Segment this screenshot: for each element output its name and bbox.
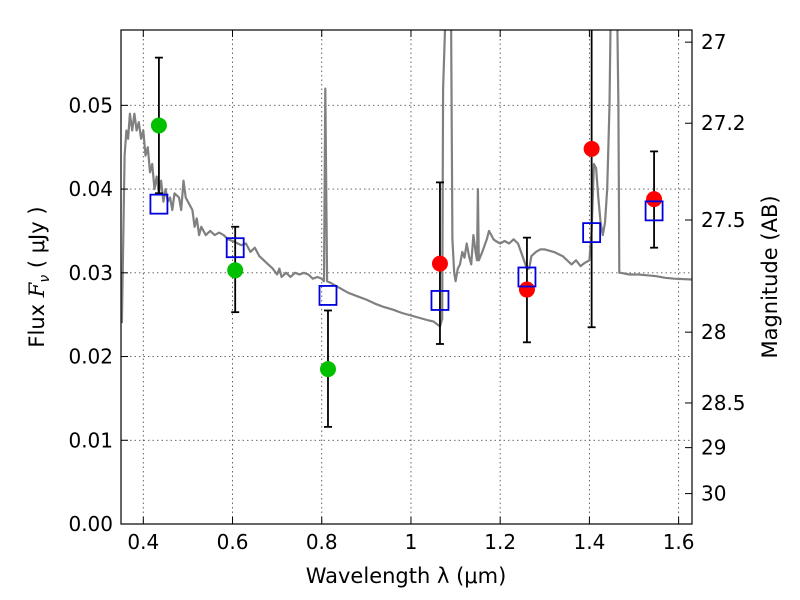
y2-tick-label: 29 <box>701 436 726 460</box>
y2-tick-label: 27.2 <box>701 111 746 135</box>
y-axis-label-prefix: Flux <box>25 297 49 347</box>
y2-tick-label: 30 <box>701 482 726 506</box>
grid-lines <box>121 30 692 524</box>
axis-labels: 0.4 0.6 0.8 1 1.2 1.4 1.6 0.00 0.01 0.02 0.03 0.04 0… <box>68 30 745 554</box>
error-bars <box>154 30 659 428</box>
data-point-circle <box>227 262 244 279</box>
data-point-square <box>430 290 450 311</box>
data-point-square <box>644 200 664 222</box>
y-axis-label-var: F <box>25 281 49 298</box>
data-markers <box>149 117 664 378</box>
x-tick-label: 1 <box>405 530 418 554</box>
y-tick-label: 0.00 <box>68 512 113 536</box>
data-point-square <box>318 285 338 306</box>
x-tick-label: 1.2 <box>484 530 516 554</box>
x-tick-label: 1.6 <box>663 530 695 554</box>
data-point-circle <box>319 361 336 378</box>
data-point-circle <box>150 117 167 134</box>
y-tick-label: 0.04 <box>68 177 113 201</box>
spectrum-line <box>121 30 692 328</box>
y2-tick-label: 28 <box>701 320 726 344</box>
y2-tick-label: 28.5 <box>701 391 746 415</box>
x-tick-label: 0.6 <box>217 530 249 554</box>
data-point-circle <box>518 281 535 298</box>
x-tick-label: 1.4 <box>573 530 605 554</box>
axis-ticks <box>121 30 692 525</box>
data-point-square <box>225 237 245 259</box>
y-axis-label: Flux Fν ( μJy ) <box>25 206 53 347</box>
y-tick-label: 0.01 <box>68 428 113 452</box>
x-tick-label: 0.8 <box>306 530 338 554</box>
y-tick-label: 0.02 <box>68 345 113 369</box>
data-point-circle <box>646 191 663 208</box>
data-point-square <box>149 193 169 215</box>
data-point-circle <box>431 255 448 272</box>
y2-tick-label: 27 <box>701 30 726 54</box>
plot-frame <box>120 29 693 525</box>
x-tick-label: 0.4 <box>127 530 159 554</box>
y2-axis-label: Magnitude (AB) <box>758 195 782 358</box>
x-axis-label: Wavelength λ (μm) <box>306 564 507 588</box>
data-point-square <box>582 222 602 244</box>
y2-tick-label: 27.5 <box>701 208 746 232</box>
y-tick-label: 0.05 <box>68 93 113 117</box>
y-axis-label-sub: ν <box>37 275 53 283</box>
y-axis-label-unit: ( μJy ) <box>25 206 49 274</box>
y-tick-label: 0.03 <box>68 261 113 285</box>
model-spectrum <box>121 30 692 328</box>
data-point-square <box>517 266 537 288</box>
data-point-circle <box>583 140 600 157</box>
